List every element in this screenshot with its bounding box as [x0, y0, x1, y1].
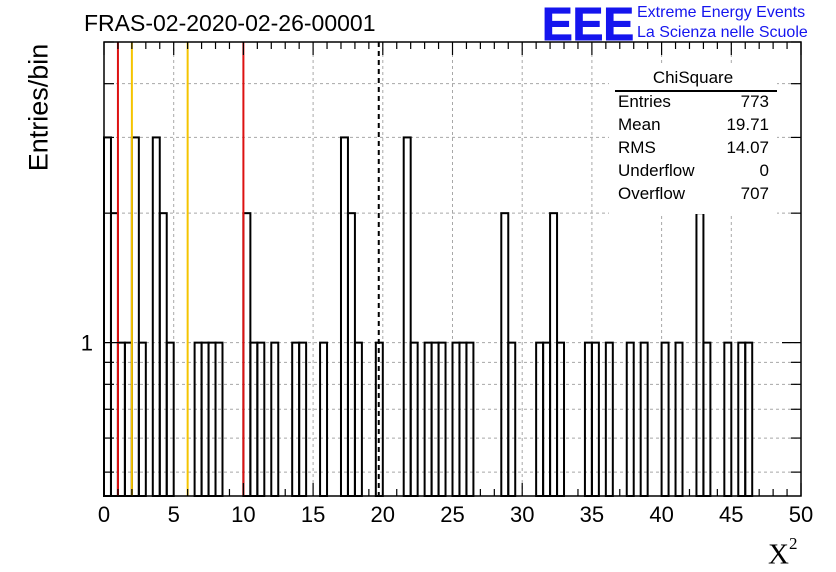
histogram-bin — [137, 341, 147, 497]
histogram-bin — [500, 212, 510, 497]
histogram-bin — [737, 341, 747, 497]
histogram-bin — [200, 341, 210, 497]
stats-value: 707 — [740, 184, 769, 203]
histogram-bin — [583, 341, 593, 497]
x-axis-label-superscript: 2 — [788, 534, 798, 553]
histogram-bin — [723, 341, 733, 497]
x-tick-label: 35 — [580, 502, 604, 527]
histogram-bin — [465, 341, 475, 497]
stats-label: Underflow — [618, 161, 695, 180]
stats-value: 773 — [740, 92, 769, 111]
histogram-bin — [437, 341, 447, 497]
x-tick-label: 5 — [168, 502, 180, 527]
histogram-bin — [430, 341, 440, 497]
x-tick-label: 20 — [371, 502, 395, 527]
stats-divider — [615, 90, 777, 92]
histogram-bin — [103, 136, 112, 497]
histogram-bin — [249, 341, 259, 497]
histogram-bin — [458, 341, 468, 497]
x-tick-label: 25 — [440, 502, 464, 527]
stats-row-entries: Entries 773 — [618, 92, 769, 114]
histogram-bin — [116, 341, 126, 497]
eee-logo: EEE — [542, 2, 634, 44]
stats-row-underflow: Underflow 0 — [618, 161, 769, 183]
histogram-bin — [695, 212, 705, 497]
x-tick-label: 50 — [789, 502, 813, 527]
stats-label: Entries — [618, 92, 671, 111]
histogram-bin — [556, 341, 566, 497]
histogram-bin — [151, 136, 161, 497]
histogram-bin — [165, 341, 175, 497]
histogram-bin — [674, 341, 684, 497]
histogram-bin — [660, 341, 670, 497]
y-tick-label: 1 — [81, 331, 93, 356]
stats-label: Overflow — [618, 184, 686, 203]
histogram-bin — [402, 136, 412, 497]
histogram-bin — [242, 212, 252, 497]
stats-value: 14.07 — [726, 138, 769, 157]
histogram-bin — [109, 212, 119, 497]
logo-line-1: Extreme Energy Events — [637, 4, 806, 21]
histogram-bin — [639, 341, 649, 497]
stats-row-mean: Mean 19.71 — [618, 115, 769, 137]
stats-row-overflow: Overflow 707 — [618, 184, 769, 206]
histogram-bin — [507, 341, 517, 497]
stats-label: Mean — [618, 115, 661, 134]
histogram-bin — [590, 341, 600, 497]
histogram-bin — [744, 341, 754, 497]
histogram-bin — [193, 341, 203, 497]
histogram-bin — [214, 341, 224, 497]
histogram-bin — [423, 341, 433, 497]
x-axis-label-base: X — [768, 538, 789, 571]
histogram-bin — [535, 341, 545, 497]
histogram-bin — [346, 212, 356, 497]
histogram-bin — [256, 341, 266, 497]
histogram-bin — [625, 341, 635, 497]
stats-title: ChiSquare — [652, 68, 734, 87]
histogram-bin — [291, 341, 301, 497]
stats-label: RMS — [618, 138, 656, 157]
stats-row-rms: RMS 14.07 — [618, 138, 769, 160]
histogram-bin — [130, 136, 140, 497]
histogram-bin — [339, 136, 349, 497]
histogram-bin — [702, 341, 712, 497]
chart-title: FRAS-02-2020-02-26-00001 — [84, 10, 376, 36]
reference-lines — [116, 42, 380, 496]
histogram-bin — [451, 341, 461, 497]
histogram-bin — [158, 212, 168, 497]
eee-logo-text: EEE — [542, 2, 634, 44]
x-tick-label: 45 — [719, 502, 743, 527]
histogram-bin — [542, 341, 552, 497]
logo-line-2: La Scienza nelle Scuole — [637, 24, 808, 41]
histogram-bin — [207, 341, 217, 497]
histogram-bin — [409, 341, 419, 497]
histogram-bin — [374, 341, 384, 497]
axis-ticks: 0 5 10 15 20 25 30 35 40 45 50 1 — [81, 41, 813, 527]
stats-value: 0 — [759, 161, 769, 180]
histogram-bin — [270, 341, 280, 497]
x-tick-label: 10 — [231, 502, 255, 527]
x-tick-label: 30 — [510, 502, 534, 527]
x-tick-label: 0 — [98, 502, 110, 527]
stats-value: 19.71 — [726, 115, 769, 134]
stats-box: ChiSquare Entries 773 Mean 19.71 RMS 14.07 … — [609, 66, 777, 214]
histogram-bin — [353, 341, 363, 497]
histogram-bin — [549, 212, 559, 497]
x-tick-label: 40 — [649, 502, 673, 527]
histogram-bin — [123, 341, 133, 497]
x-tick-label: 15 — [301, 502, 325, 527]
y-axis-label: Entries/bin — [23, 43, 54, 172]
histogram-bin — [298, 341, 308, 497]
histogram-bin — [319, 341, 329, 497]
histogram-bin — [604, 341, 614, 497]
x-axis-label: X2 — [768, 534, 797, 572]
